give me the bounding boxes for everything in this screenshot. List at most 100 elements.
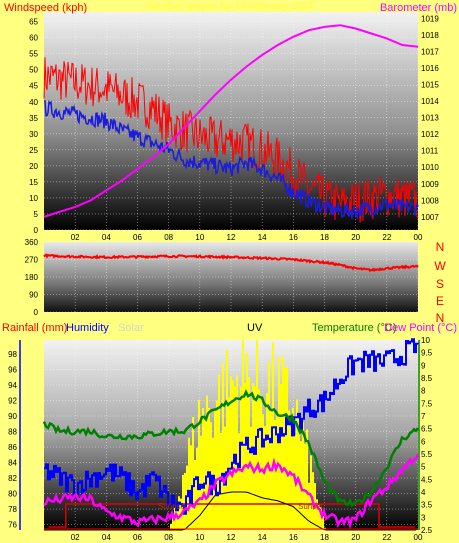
- x-tick-label-bottom: 20: [351, 533, 360, 542]
- y-tick-label-humidity: 76: [8, 521, 17, 530]
- x-tick-label-wind: 20: [351, 233, 360, 242]
- sunrise-sunset-marker: [48, 503, 415, 528]
- x-tick-label-wind: 12: [227, 233, 236, 242]
- y-tick-label-wind: 55: [29, 50, 38, 59]
- solar-bar: [216, 400, 218, 530]
- x-tick-label-wind: 10: [195, 233, 204, 242]
- solar-bar: [258, 389, 260, 530]
- solar-bar: [242, 340, 244, 530]
- solar-bar: [188, 437, 190, 530]
- dew-point-title: Dew Point (°C): [384, 322, 457, 334]
- solar-bar: [192, 417, 194, 530]
- wind-axis-title: Windspeed (kph): [4, 2, 87, 14]
- sunrise-label: Sunrise: [158, 502, 186, 511]
- solar-bar: [320, 507, 322, 530]
- solar-bar: [222, 363, 224, 530]
- solar-bar: [284, 368, 286, 530]
- wind-direction-series-line: [43, 253, 419, 273]
- y-tick-label-barometer: 1013: [421, 114, 439, 123]
- compass-s: S: [436, 277, 444, 291]
- uv-title: UV: [247, 322, 263, 334]
- compass-n-bottom: N: [436, 311, 445, 325]
- solar-bar: [274, 420, 276, 530]
- y-tick-label-direction: 360: [25, 238, 39, 247]
- solar-bar: [286, 366, 288, 530]
- solar-bar: [304, 443, 306, 530]
- x-tick-label-wind: 08: [164, 233, 173, 242]
- uv-series-line: [44, 491, 416, 531]
- y-tick-label-barometer: 1014: [421, 97, 439, 106]
- y-tick-label-temperature: 2.5: [421, 526, 433, 535]
- solar-bar: [260, 395, 262, 530]
- y-tick-label-barometer: 1015: [421, 81, 439, 90]
- x-tick-label-bottom: 16: [289, 533, 298, 542]
- y-tick-label-humidity: 92: [8, 396, 17, 405]
- solar-bar: [266, 393, 268, 530]
- x-tick-label-wind: 22: [382, 233, 391, 242]
- y-tick-label-barometer: 1008: [421, 196, 439, 205]
- chart-marks: [42, 24, 420, 531]
- solar-bar: [194, 460, 196, 530]
- solar-bar: [254, 386, 256, 530]
- x-tick-label-wind: 16: [289, 233, 298, 242]
- y-tick-label-humidity: 96: [8, 365, 17, 374]
- y-tick-label-temperature: 3: [421, 513, 426, 522]
- x-tick-label-bottom: 04: [102, 533, 111, 542]
- y-tick-label-direction: 180: [25, 273, 39, 282]
- y-tick-label-temperature: 8.5: [421, 374, 433, 383]
- y-tick-label-wind: 0: [34, 226, 39, 235]
- x-tick-label-bottom: 00: [414, 533, 423, 542]
- solar-bar: [322, 516, 324, 530]
- y-tick-label-wind: 60: [29, 34, 38, 43]
- y-tick-label-temperature: 4: [421, 488, 426, 497]
- y-tick-label-wind: 25: [29, 146, 38, 155]
- y-tick-label-barometer: 1012: [421, 130, 439, 139]
- y-tick-label-temperature: 4.5: [421, 475, 433, 484]
- solar-bar: [204, 419, 206, 530]
- y-tick-label-barometer: 1010: [421, 163, 439, 172]
- solar-bar: [252, 383, 254, 530]
- barometer-axis-title: Barometer (mb): [380, 2, 457, 14]
- y-tick-label-wind: 20: [29, 162, 38, 171]
- solar-bar: [226, 349, 228, 530]
- compass-n-top: N: [436, 240, 445, 254]
- y-tick-label-temperature: 10: [421, 336, 430, 345]
- y-tick-label-barometer: 1011: [421, 147, 439, 156]
- x-tick-label-wind: 18: [320, 233, 329, 242]
- compass-w: W: [434, 259, 446, 273]
- temperature-series-line: [42, 389, 420, 508]
- solar-bar: [288, 410, 290, 530]
- x-tick-label-wind: 02: [71, 233, 80, 242]
- solar-bar: [178, 496, 180, 530]
- humidity-series-line: [44, 338, 419, 515]
- y-tick-label-humidity: 94: [8, 381, 17, 390]
- solar-bar: [280, 384, 282, 530]
- y-tick-label-barometer: 1019: [421, 15, 439, 24]
- solar-bar: [290, 427, 292, 530]
- y-tick-label-humidity: 88: [8, 428, 17, 437]
- x-tick-label-wind: 14: [258, 233, 267, 242]
- y-tick-label-wind: 10: [29, 194, 38, 203]
- solar-bar: [318, 504, 320, 530]
- x-tick-label-bottom: 08: [164, 533, 173, 542]
- y-tick-label-direction: 0: [34, 308, 39, 317]
- humidity-title: Humidity: [66, 322, 109, 334]
- y-tick-label-temperature: 7.5: [421, 399, 433, 408]
- solar-bar: [238, 433, 240, 530]
- x-tick-label-bottom: 02: [71, 533, 80, 542]
- temperature-title: Temperature (°C): [312, 322, 396, 334]
- y-tick-label-humidity: 84: [8, 459, 17, 468]
- y-tick-label-humidity: 80: [8, 490, 17, 499]
- solar-bar: [214, 411, 216, 530]
- y-tick-label-wind: 30: [29, 130, 38, 139]
- solar-bar: [282, 356, 284, 530]
- series-line-wind-lower: [43, 100, 419, 221]
- y-tick-label-direction: 90: [29, 291, 38, 300]
- y-tick-label-wind: 15: [29, 178, 38, 187]
- x-tick-label-bottom: 12: [227, 533, 236, 542]
- solar-bar: [264, 426, 266, 530]
- dew-point-series-line: [43, 453, 420, 530]
- solar-bar: [200, 435, 202, 530]
- solar-bar: [310, 455, 312, 530]
